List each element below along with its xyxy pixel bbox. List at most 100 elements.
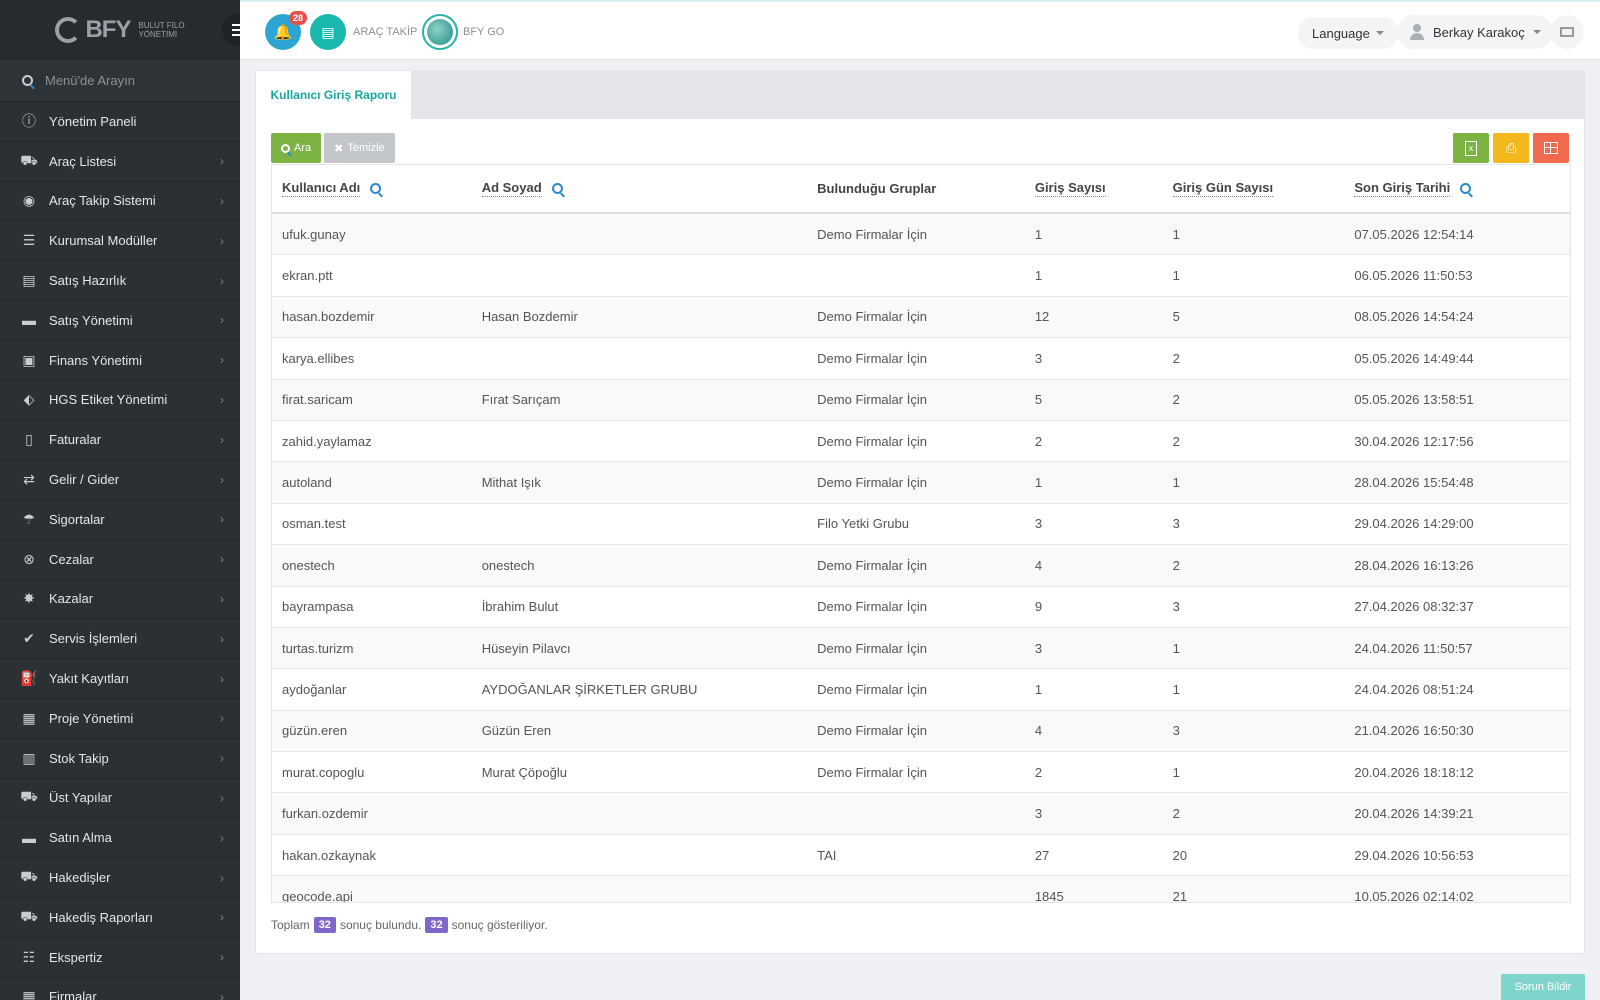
check-circle-icon: ✔ xyxy=(23,630,35,647)
table-cell: 20.04.2026 18:18:12 xyxy=(1354,764,1474,780)
search-icon[interactable] xyxy=(370,183,382,194)
excel-export-button[interactable]: x xyxy=(1453,133,1489,163)
sidebar-item-label: Cezalar xyxy=(49,551,94,567)
table-row[interactable]: murat.copoglu Murat Çöpoğlu Demo Firmalar … xyxy=(272,752,1570,794)
table-cell: 20.04.2026 14:39:21 xyxy=(1354,806,1474,822)
table-row[interactable]: aydoğanlar AYDOĞANLAR ŞİRKETLER GRUBU Demo… xyxy=(272,669,1570,711)
sidebar-item[interactable]: ✸ Kazalar › xyxy=(0,580,240,620)
sidebar-item[interactable]: ☰ Kurumsal Modüller › xyxy=(0,221,240,262)
table-row[interactable]: bayrampasa İbrahim Bulut Demo Firmalar İçi… xyxy=(272,587,1570,628)
sidebar-item[interactable]: ▯ Faturalar › xyxy=(0,420,240,461)
table-cell: Hasan Bozdemir xyxy=(481,309,578,325)
table-row[interactable]: ekran.ptt 1 1 06.05.2026 11:50:53 xyxy=(272,255,1570,297)
table-row[interactable]: turtas.turizm Hüseyin Pilavcı Demo Firmala… xyxy=(272,627,1570,670)
table-icon xyxy=(1544,142,1558,154)
table-row[interactable]: güzün.eren Güzün Eren Demo Firmalar İçin 4 3… xyxy=(272,710,1570,753)
report-panel: Kullanıcı Giriş Raporu Ara ✖ Temizle x ⎙… xyxy=(255,70,1585,954)
bfy-go-link[interactable]: BFY GO xyxy=(463,26,505,38)
sidebar-item[interactable]: ▤ Satış Hazırlık › xyxy=(0,261,240,301)
inbox-icon: ▥ xyxy=(22,749,36,766)
sidebar-item[interactable]: ▥ Stok Takip › xyxy=(0,739,240,779)
bfy-go-button[interactable] xyxy=(422,14,458,50)
table-row[interactable]: osman.test Filo Yetki Grubu 3 3 29.04.2026 1… xyxy=(272,504,1570,546)
sidebar-item[interactable]: ☷ Ekspertiz › xyxy=(0,938,240,978)
table-row[interactable]: geocode.api 1845 21 10.05.2026 02:14:02 xyxy=(272,876,1570,902)
search-button[interactable]: Ara xyxy=(271,133,322,163)
logo[interactable]: BFY BULUT FİLO YÖNETİMİ xyxy=(55,16,185,44)
search-icon[interactable] xyxy=(1460,183,1472,194)
sidebar-item[interactable]: ⓘ Yönetim Paneli xyxy=(0,102,240,142)
tab-kullanici-giris-raporu[interactable]: Kullanıcı Giriş Raporu xyxy=(256,71,411,119)
table-cell: 3 xyxy=(1172,516,1180,532)
sidebar-item[interactable]: ⬖ HGS Etiket Yönetimi › xyxy=(0,381,240,421)
report-issue-button[interactable]: Sorun Bildir xyxy=(1501,974,1585,1000)
table-cell xyxy=(807,793,1025,833)
table-row[interactable]: ufuk.gunay Demo Firmalar İçin 1 1 07.05.2026… xyxy=(272,214,1570,256)
sidebar-item[interactable]: ✔ Servis İşlemleri › xyxy=(0,619,240,660)
column-header-giris-gun-sayisi[interactable]: Giriş Gün Sayısı xyxy=(1163,165,1345,212)
table-row[interactable]: hasan.bozdemir Hasan Bozdemir Demo Firmala… xyxy=(272,296,1570,339)
chevron-right-icon: › xyxy=(220,671,224,686)
sidebar-item[interactable]: ⛟ Hakedişler › xyxy=(0,858,240,898)
column-label: Bulunduğu Gruplar xyxy=(817,181,937,196)
table-cell xyxy=(472,876,807,902)
chevron-right-icon: › xyxy=(220,830,224,845)
sidebar-item[interactable]: ⇄ Gelir / Gider › xyxy=(0,460,240,500)
sidebar-item[interactable]: ▬ Satın Alma › xyxy=(0,818,240,859)
chevron-right-icon: › xyxy=(220,552,224,567)
notifications-button[interactable]: 🔔 28 xyxy=(265,11,307,50)
table-cell: 24.04.2026 08:51:24 xyxy=(1354,681,1474,697)
table-cell: TAI xyxy=(817,847,837,863)
table-cell: Demo Firmalar İçin xyxy=(817,723,927,739)
table-row[interactable]: zahid.yaylamaz Demo Firmalar İçin 2 2 30.04.… xyxy=(272,421,1570,463)
table-row[interactable]: autoland Mithat Işık Demo Firmalar İçin 1 1 2… xyxy=(272,462,1570,504)
sidebar-menu: ⓘ Yönetim Paneli ⛟ Araç Listesi › ◉ Araç Takip… xyxy=(0,102,240,1000)
logo-area: BFY BULUT FİLO YÖNETİMİ xyxy=(0,0,240,60)
table-cell: 06.05.2026 11:50:53 xyxy=(1354,268,1473,284)
chevron-right-icon: › xyxy=(220,472,224,487)
chevron-right-icon: › xyxy=(220,711,224,726)
table-row[interactable]: furkan.ozdemir 3 2 20.04.2026 14:39:21 xyxy=(272,793,1570,835)
sidebar-item[interactable]: ◉ Araç Takip Sistemi › xyxy=(0,182,240,222)
language-dropdown[interactable]: Language xyxy=(1298,17,1398,49)
menu-search-input[interactable]: Menü'de Arayın xyxy=(45,73,135,88)
table-cell: 05.05.2026 13:58:51 xyxy=(1354,392,1474,408)
chevron-right-icon: › xyxy=(220,790,224,805)
sidebar-item[interactable]: ⊗ Cezalar › xyxy=(0,540,240,580)
column-header-son-giris-tarihi[interactable]: Son Giriş Tarihi xyxy=(1344,165,1570,212)
table-row[interactable]: karya.ellibes Demo Firmalar İçin 3 2 05.05.2… xyxy=(272,338,1570,380)
search-icon[interactable] xyxy=(551,183,563,194)
table-row[interactable]: onestech onestech Demo Firmalar İçin 4 2 28.0… xyxy=(272,545,1570,587)
sidebar-item[interactable]: ⛟ Üst Yapılar › xyxy=(0,779,240,819)
table-cell: Mithat Işık xyxy=(481,475,541,491)
sidebar-item[interactable]: ▦ Proje Yönetimi › xyxy=(0,699,240,739)
sidebar-item[interactable]: ▣ Finans Yönetimi › xyxy=(0,341,240,381)
sidebar-item[interactable]: ▬ Satış Yönetimi › xyxy=(0,301,240,341)
sidebar-item[interactable]: ☂ Sigortalar › xyxy=(0,500,240,540)
column-header-giris-sayisi[interactable]: Giriş Sayısı xyxy=(1025,165,1163,212)
arac-takip-link[interactable]: ARAÇ TAKİP xyxy=(353,26,418,38)
clear-button[interactable]: ✖ Temizle xyxy=(324,133,395,163)
table-row[interactable]: hakan.ozkaynak TAI 27 20 29.04.2026 10:56:53 xyxy=(272,835,1570,877)
table-cell: 5 xyxy=(1172,309,1180,325)
fuel-icon: ⛽ xyxy=(20,670,38,687)
table-cell: bayrampasa xyxy=(282,599,354,615)
sidebar-item[interactable]: ⛟ Araç Listesi › xyxy=(0,142,240,182)
arac-takip-button[interactable]: ▤ xyxy=(310,14,346,50)
column-select-button[interactable] xyxy=(1533,133,1569,163)
hamburger-menu-button[interactable] xyxy=(222,14,240,46)
menu-search[interactable]: Menü'de Arayın xyxy=(0,60,240,102)
column-header-ad-soyad[interactable]: Ad Soyad xyxy=(472,165,807,212)
sidebar-item-label: Satış Yönetimi xyxy=(49,312,133,328)
print-button[interactable]: ⎙ xyxy=(1493,133,1529,163)
sidebar-item[interactable]: ⛽ Yakıt Kayıtları › xyxy=(0,659,240,699)
fullscreen-button[interactable] xyxy=(1550,15,1584,49)
table-row[interactable]: firat.saricam Fırat Sarıçam Demo Firmalar … xyxy=(272,379,1570,421)
column-header-kullanici-adi[interactable]: Kullanıcı Adı xyxy=(272,165,472,212)
sidebar-item[interactable]: ⛟ Hakediş Raporları › xyxy=(0,898,240,938)
user-menu[interactable]: Berkay Karakoç xyxy=(1397,15,1553,49)
table-cell: 1 xyxy=(1172,226,1180,242)
sidebar-item-label: Yönetim Paneli xyxy=(49,113,137,129)
sidebar-item[interactable]: ▦ Firmalar › xyxy=(0,978,240,1000)
found-text: sonuç bulundu. xyxy=(339,918,422,932)
